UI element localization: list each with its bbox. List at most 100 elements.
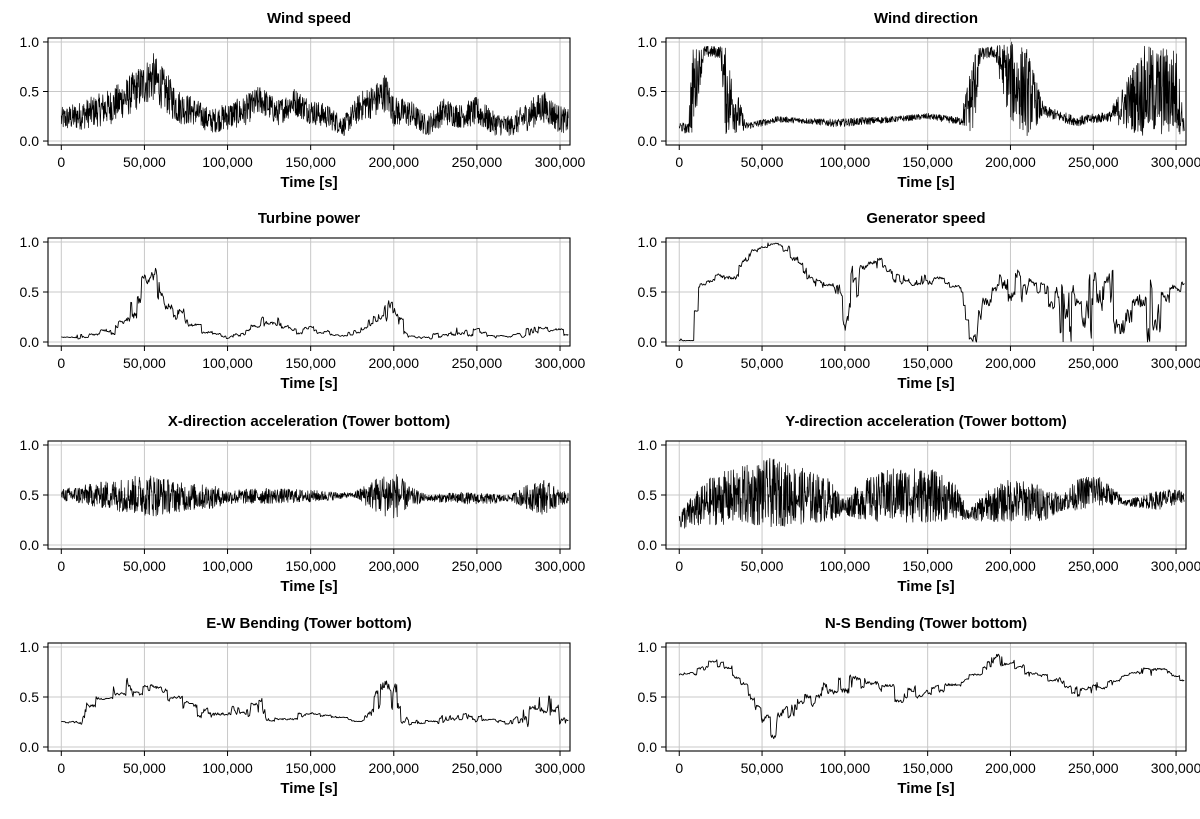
y-tick-label: 1.0 [20,639,40,655]
x-tick-label: 150,000 [285,760,336,776]
series-line [678,242,1185,343]
subplot-title: Y-direction acceleration (Tower bottom) [785,413,1066,430]
x-tick-label: 0 [675,558,683,574]
x-tick-label: 200,000 [985,558,1036,574]
y-tick-label: 0.0 [20,739,40,755]
x-tick-label: 0 [675,154,683,170]
x-axis-label: Time [s] [280,578,337,595]
x-tick-label: 50,000 [741,760,784,776]
y-tick-label: 0.0 [638,133,658,149]
x-tick-label: 200,000 [368,154,419,170]
x-axis-label: Time [s] [280,174,337,191]
y-tick-label: 1.0 [638,437,658,453]
x-tick-label: 100,000 [820,558,871,574]
x-tick-label: 0 [57,355,65,371]
series-line [678,41,1185,136]
x-tick-label: 0 [675,355,683,371]
x-tick-label: 0 [57,760,65,776]
x-tick-label: 200,000 [368,355,419,371]
x-tick-label: 250,000 [1068,558,1119,574]
y-tick-label: 0.5 [638,487,658,503]
x-tick-label: 100,000 [820,355,871,371]
y-tick-label: 0.0 [638,334,658,350]
x-tick-label: 250,000 [1068,355,1119,371]
x-tick-label: 250,000 [452,558,503,574]
x-tick-label: 300,000 [1151,154,1200,170]
x-tick-label: 300,000 [1151,355,1200,371]
x-tick-label: 300,000 [1151,760,1200,776]
x-tick-label: 150,000 [902,154,953,170]
y-tick-label: 0.5 [20,689,40,705]
subplot-5: X-direction acceleration (Tower bottom) 0… [20,413,586,595]
x-tick-label: 100,000 [202,154,253,170]
x-tick-label: 250,000 [452,355,503,371]
x-tick-label: 200,000 [985,355,1036,371]
y-tick-label: 1.0 [20,234,40,250]
y-tick-label: 0.5 [20,84,40,100]
y-tick-label: 0.5 [20,284,40,300]
x-tick-label: 300,000 [535,154,586,170]
series-line [678,458,1185,529]
x-tick-label: 100,000 [202,355,253,371]
subplot-title: N-S Bending (Tower bottom) [825,615,1027,632]
subplot-7: E-W Bending (Tower bottom) 0 50,000 100,000… [20,615,586,797]
y-tick-label: 0.0 [20,133,40,149]
x-tick-label: 250,000 [452,760,503,776]
x-tick-label: 200,000 [985,154,1036,170]
x-tick-label: 0 [675,760,683,776]
x-tick-label: 0 [57,154,65,170]
x-tick-label: 0 [57,558,65,574]
subplot-1: Wind speed 0 50,000 100,000 150,000 200,000 25… [20,10,586,191]
x-tick-label: 200,000 [985,760,1036,776]
x-tick-label: 150,000 [285,558,336,574]
y-tick-label: 0.0 [638,739,658,755]
x-tick-label: 50,000 [123,760,166,776]
x-axis-label: Time [s] [897,780,954,797]
y-tick-label: 1.0 [20,437,40,453]
y-tick-label: 1.0 [638,34,658,50]
subplot-4: Generator speed 0 50,000 100,000 150,000 200,… [638,210,1200,392]
x-axis-label: Time [s] [280,780,337,797]
x-tick-label: 100,000 [202,760,253,776]
subplot-3: Turbine power 0 50,000 100,000 150,000 200,00… [20,210,586,392]
x-tick-label: 150,000 [902,558,953,574]
subplot-title: Wind direction [874,10,978,27]
x-tick-label: 300,000 [535,760,586,776]
subplot-title: E-W Bending (Tower bottom) [206,615,412,632]
y-tick-label: 1.0 [638,234,658,250]
x-tick-label: 250,000 [1068,154,1119,170]
y-tick-label: 0.0 [20,537,40,553]
x-tick-label: 200,000 [368,558,419,574]
subplot-title: Turbine power [258,210,360,227]
x-tick-label: 100,000 [820,760,871,776]
x-tick-label: 250,000 [452,154,503,170]
x-tick-label: 150,000 [902,355,953,371]
subplot-6: Y-direction acceleration (Tower bottom) 0… [638,413,1200,595]
y-tick-label: 0.5 [638,84,658,100]
y-tick-label: 0.5 [20,487,40,503]
series-line [61,677,569,728]
series-line [60,474,569,519]
x-tick-label: 50,000 [123,355,166,371]
x-tick-label: 150,000 [285,154,336,170]
x-axis-label: Time [s] [897,174,954,191]
x-tick-label: 300,000 [535,558,586,574]
y-tick-label: 0.5 [638,689,658,705]
y-tick-label: 1.0 [638,639,658,655]
x-axis-label: Time [s] [897,375,954,392]
y-tick-label: 0.0 [638,537,658,553]
x-tick-label: 50,000 [741,154,784,170]
series-line [61,267,569,340]
series-line [678,653,1185,740]
y-tick-label: 1.0 [20,34,40,50]
x-tick-label: 100,000 [202,558,253,574]
x-tick-label: 150,000 [285,355,336,371]
x-tick-label: 150,000 [902,760,953,776]
subplot-title: X-direction acceleration (Tower bottom) [168,413,450,430]
x-tick-label: 50,000 [741,355,784,371]
subplot-title: Wind speed [267,10,351,27]
subplot-title: Generator speed [866,210,985,227]
y-tick-label: 0.0 [20,334,40,350]
